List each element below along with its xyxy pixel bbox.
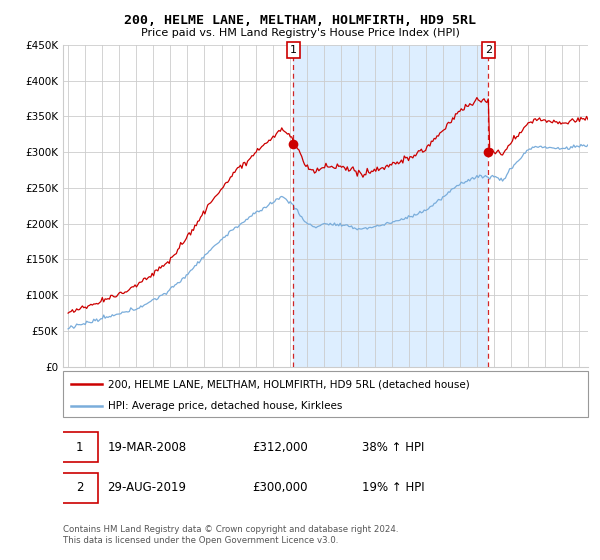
Text: 19% ↑ HPI: 19% ↑ HPI [362,482,425,494]
Text: 2: 2 [485,45,492,55]
Text: 1: 1 [290,45,297,55]
Text: HPI: Average price, detached house, Kirklees: HPI: Average price, detached house, Kirk… [107,401,342,410]
Text: 200, HELME LANE, MELTHAM, HOLMFIRTH, HD9 5RL: 200, HELME LANE, MELTHAM, HOLMFIRTH, HD9… [124,14,476,27]
Text: Price paid vs. HM Land Registry's House Price Index (HPI): Price paid vs. HM Land Registry's House … [140,28,460,38]
FancyBboxPatch shape [63,371,588,417]
FancyBboxPatch shape [62,432,98,463]
FancyBboxPatch shape [62,473,98,503]
Text: 19-MAR-2008: 19-MAR-2008 [107,441,187,454]
Text: £300,000: £300,000 [252,482,308,494]
Text: 2: 2 [76,482,83,494]
Bar [293,45,488,367]
Text: 38% ↑ HPI: 38% ↑ HPI [362,441,425,454]
Text: £312,000: £312,000 [252,441,308,454]
Text: 1: 1 [76,441,83,454]
Text: 29-AUG-2019: 29-AUG-2019 [107,482,187,494]
Text: 200, HELME LANE, MELTHAM, HOLMFIRTH, HD9 5RL (detached house): 200, HELME LANE, MELTHAM, HOLMFIRTH, HD9… [107,379,469,389]
Text: Contains HM Land Registry data © Crown copyright and database right 2024.
This d: Contains HM Land Registry data © Crown c… [63,525,398,545]
